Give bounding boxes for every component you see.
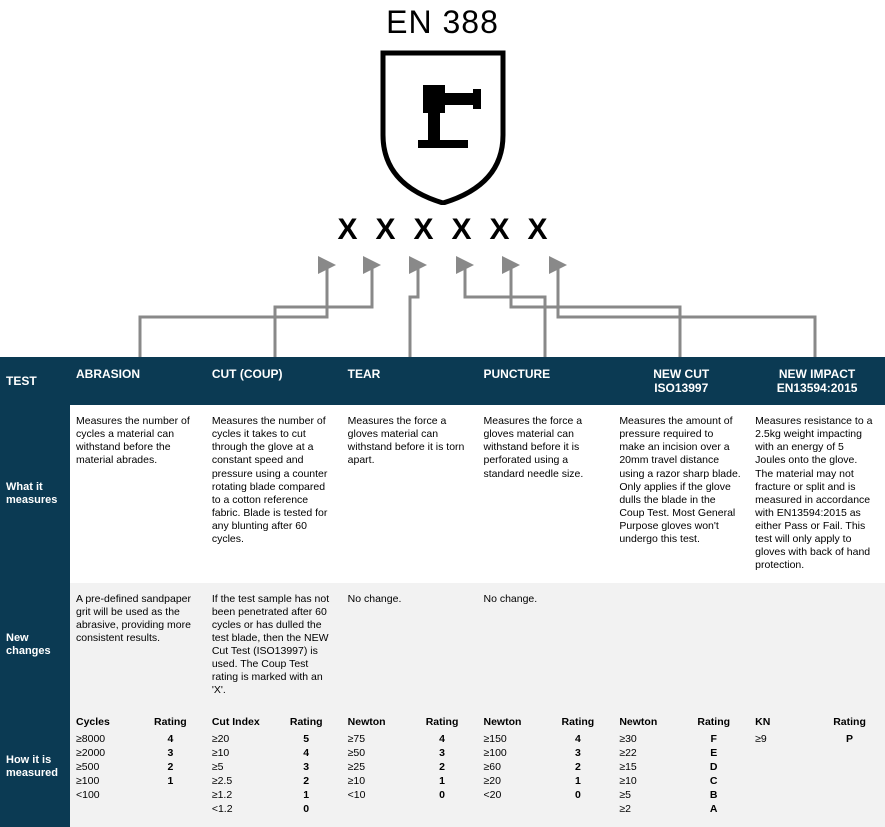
measure-column: NewtonRating ≥1504≥1003≥602≥201<200 <box>477 708 613 827</box>
rating-x: X <box>490 213 510 247</box>
rating-x: X <box>375 213 395 247</box>
changes-cell: No change. <box>477 583 613 708</box>
measure-value-row: ≥754 <box>348 732 474 746</box>
measure-subheader: NewtonRating <box>619 716 745 728</box>
measure-column: NewtonRating ≥754≥503≥252≥101<100 <box>342 708 478 827</box>
changes-cell: No change. <box>342 583 478 708</box>
measure-value-row: ≥104 <box>212 746 338 760</box>
measure-column: KNRating ≥9P <box>749 708 885 827</box>
column-header: ABRASION <box>70 357 206 405</box>
changes-cell <box>749 583 885 708</box>
description-cell: Measures the amount of pressure required… <box>613 405 749 583</box>
measure-value-row: ≥1003 <box>483 746 609 760</box>
connector-diagram <box>0 247 885 357</box>
description-cell: Measures the force a gloves material can… <box>342 405 478 583</box>
measure-value-row: ≥5B <box>619 788 745 802</box>
row-label-how: How it ismeasured <box>0 708 70 827</box>
standard-title: EN 388 <box>0 4 885 41</box>
row-label-changes: Newchanges <box>0 583 70 708</box>
header-region: EN 388 XXXXXX <box>0 0 885 247</box>
measure-subheader: KNRating <box>755 716 881 728</box>
measure-value-row: ≥5002 <box>76 760 202 774</box>
measure-value-row: ≥1504 <box>483 732 609 746</box>
measure-value-row: ≥53 <box>212 760 338 774</box>
column-header: NEW CUTISO13997 <box>613 357 749 405</box>
measure-subheader: Cut IndexRating <box>212 716 338 728</box>
column-header: NEW IMPACTEN13594:2015 <box>749 357 885 405</box>
row-label-what: What itmeasures <box>0 405 70 583</box>
measure-value-row: ≥20003 <box>76 746 202 760</box>
description-cell: Measures the number of cycles a material… <box>70 405 206 583</box>
measure-value-row: ≥2.52 <box>212 774 338 788</box>
measure-subheader: NewtonRating <box>483 716 609 728</box>
measure-value-row: ≥1.21 <box>212 788 338 802</box>
measure-subheader: CyclesRating <box>76 716 202 728</box>
description-cell: Measures the force a gloves material can… <box>477 405 613 583</box>
measure-value-row: ≥22E <box>619 746 745 760</box>
rating-x: X <box>413 213 433 247</box>
measure-value-row: ≥30F <box>619 732 745 746</box>
measure-value-row: ≥205 <box>212 732 338 746</box>
description-cell: Measures resistance to a 2.5kg weight im… <box>749 405 885 583</box>
header-test: TEST <box>0 357 70 405</box>
rating-x: X <box>452 213 472 247</box>
measure-value-row: ≥252 <box>348 760 474 774</box>
rating-x: X <box>528 213 548 247</box>
measure-value-row: ≥9P <box>755 732 881 746</box>
measure-value-row: <100 <box>76 788 202 802</box>
shield-icon <box>0 45 885 205</box>
rating-x: X <box>337 213 357 247</box>
rating-placeholder-row: XXXXXX <box>0 213 885 247</box>
measure-value-row: ≥101 <box>348 774 474 788</box>
standards-table: TEST ABRASIONCUT (COUP)TEARPUNCTURENEW C… <box>0 357 885 827</box>
new-changes-row: Newchanges A pre-defined sandpaper grit … <box>0 583 885 708</box>
measure-value-row: ≥1001 <box>76 774 202 788</box>
measure-column: NewtonRating ≥30F≥22E≥15D≥10C≥5B≥2A <box>613 708 749 827</box>
measure-value-row: ≥10C <box>619 774 745 788</box>
description-cell: Measures the number of cycles it takes t… <box>206 405 342 583</box>
column-header: TEAR <box>342 357 478 405</box>
measure-value-row: <1.20 <box>212 802 338 816</box>
measure-column: CyclesRating ≥80004≥20003≥5002≥1001<100 <box>70 708 206 827</box>
measure-column: Cut IndexRating ≥205≥104≥53≥2.52≥1.21<1.2… <box>206 708 342 827</box>
table-header-row: TEST ABRASIONCUT (COUP)TEARPUNCTURENEW C… <box>0 357 885 405</box>
measure-value-row: <200 <box>483 788 609 802</box>
measure-value-row: <100 <box>348 788 474 802</box>
changes-cell: If the test sample has not been penetrat… <box>206 583 342 708</box>
what-it-measures-row: What itmeasures Measures the number of c… <box>0 405 885 583</box>
measure-value-row: ≥201 <box>483 774 609 788</box>
measure-value-row: ≥80004 <box>76 732 202 746</box>
measure-value-row: ≥2A <box>619 802 745 816</box>
column-header: CUT (COUP) <box>206 357 342 405</box>
measure-value-row: ≥15D <box>619 760 745 774</box>
measure-subheader: NewtonRating <box>348 716 474 728</box>
measure-value-row: ≥503 <box>348 746 474 760</box>
how-measured-row: How it ismeasured CyclesRating ≥80004≥200… <box>0 708 885 827</box>
measure-value-row: ≥602 <box>483 760 609 774</box>
column-header: PUNCTURE <box>477 357 613 405</box>
changes-cell <box>613 583 749 708</box>
changes-cell: A pre-defined sandpaper grit will be use… <box>70 583 206 708</box>
